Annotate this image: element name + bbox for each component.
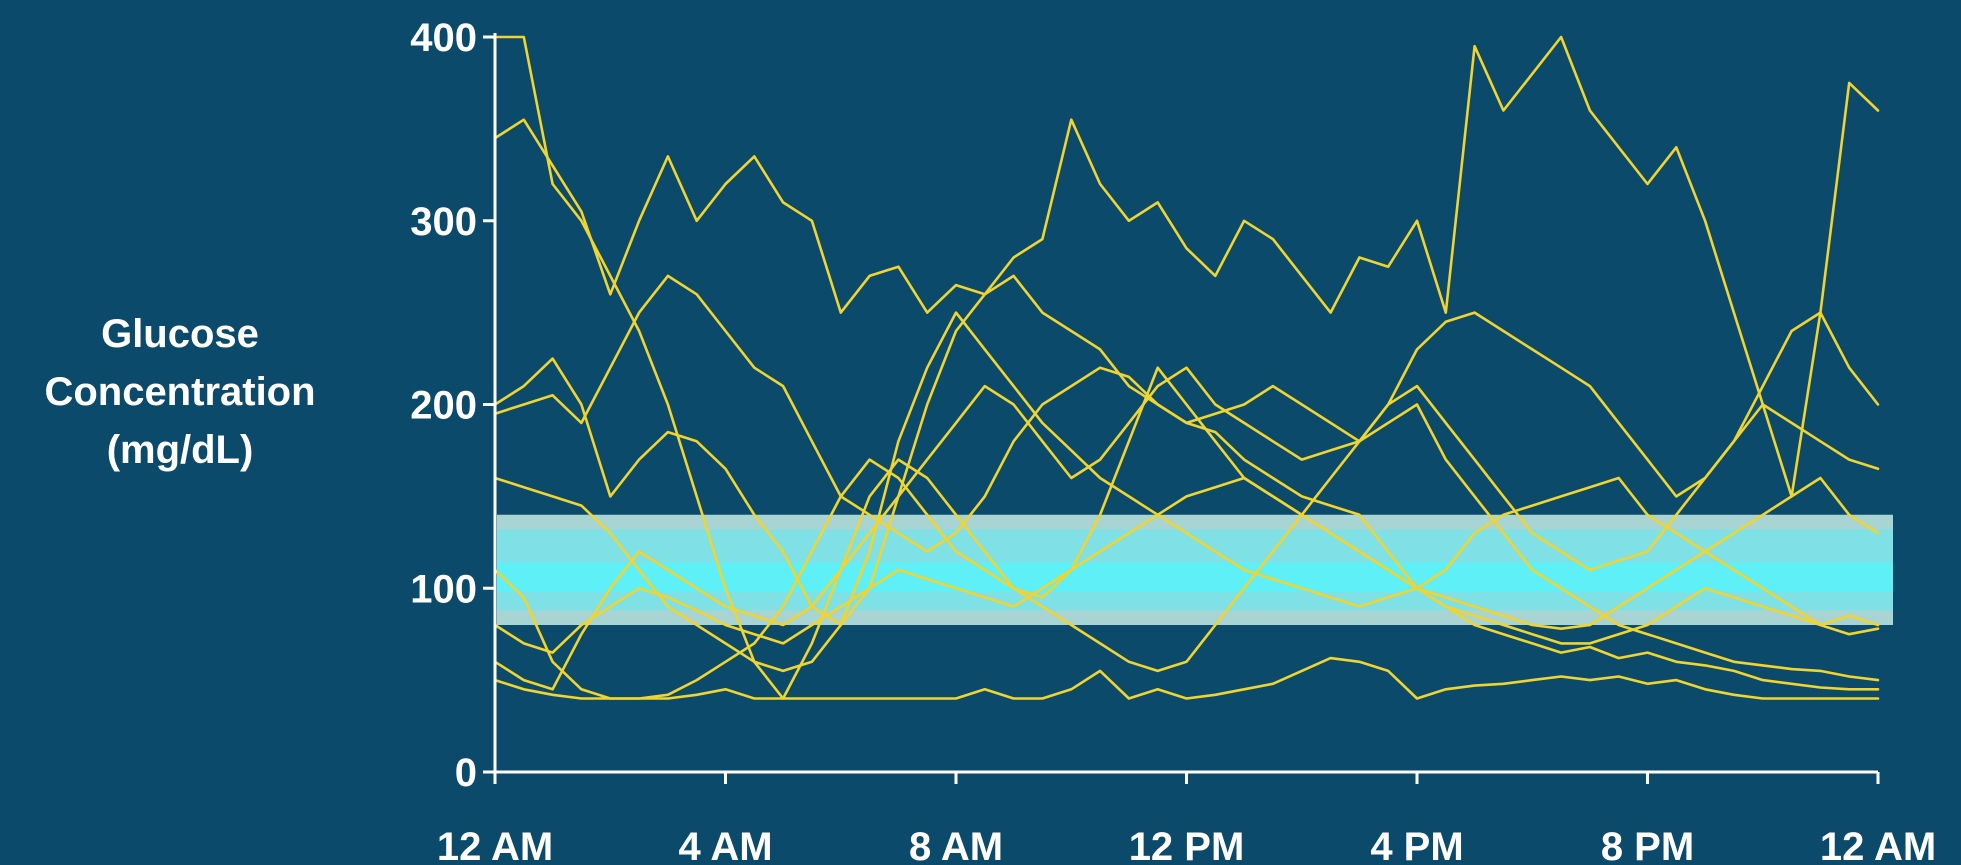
y-tick-label-300: 300 [410, 200, 477, 244]
x-tick-label-6: 12 AM [1820, 825, 1936, 865]
series-line-1 [493, 35, 1880, 700]
y-tick-label-0: 0 [455, 751, 477, 795]
tick-labels: 0 100 200 300 400 12 AM 4 AM 8 AM 12 PM 4 PM 8 PM 1… [410, 16, 1936, 865]
x-tick-label-1: 4 AM [678, 825, 772, 865]
series-line-6 [493, 366, 1880, 691]
x-tick-label-4: 4 PM [1370, 825, 1463, 865]
axes [483, 33, 1880, 784]
series-line-7 [493, 476, 1880, 654]
y-tick-label-100: 100 [410, 567, 477, 611]
y-tick-label-400: 400 [410, 16, 477, 60]
y-axis-label-line-1: Glucose [101, 312, 259, 356]
x-tick-label-0: 12 AM [437, 825, 553, 865]
y-tick-label-200: 200 [410, 384, 477, 428]
y-axis-label-line-3: (mg/dL) [106, 428, 254, 472]
series-line-9 [493, 458, 1880, 700]
series-line-4 [493, 311, 1880, 673]
y-axis-label-line-2: Concentration [44, 370, 316, 414]
target-band-inner [497, 562, 1893, 592]
series-line-8 [493, 274, 1880, 553]
series-line-5 [493, 366, 1880, 700]
series-lines [493, 35, 1880, 700]
series-line-2 [493, 35, 1880, 498]
x-tick-label-3: 12 PM [1129, 825, 1245, 865]
x-tick-label-2: 8 AM [909, 825, 1003, 865]
x-tick-label-5: 8 PM [1601, 825, 1694, 865]
y-axis-label: Glucose Concentration (mg/dL) [0, 305, 360, 479]
